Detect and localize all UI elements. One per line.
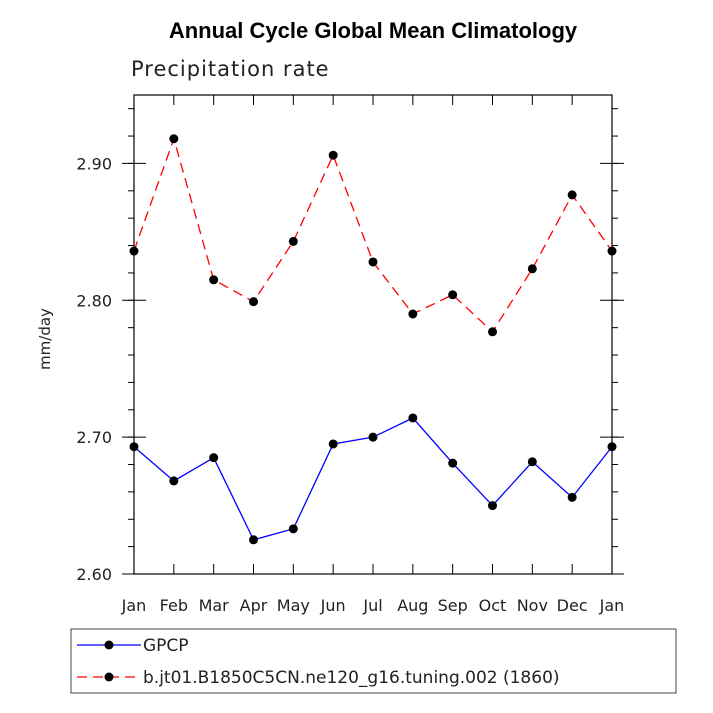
legend-swatch-marker bbox=[104, 672, 114, 682]
x-tick-label: Aug bbox=[397, 596, 428, 615]
data-point bbox=[328, 439, 338, 449]
data-point bbox=[408, 309, 418, 319]
data-point bbox=[288, 236, 298, 246]
plot-area: Jan Feb Mar Apr May Jun Jul Aug Sep Oct Nov Dec Jan 2… bbox=[76, 94, 625, 615]
y-tick-label: 2.70 bbox=[76, 428, 112, 447]
data-point bbox=[368, 432, 378, 442]
data-point bbox=[129, 246, 139, 256]
y-axis-label: mm/day bbox=[36, 308, 54, 370]
x-tick-label: Mar bbox=[199, 596, 230, 615]
plot-frame bbox=[133, 94, 613, 575]
x-tick-label: Dec bbox=[557, 596, 588, 615]
x-tick-label: Jan bbox=[121, 596, 147, 615]
data-point bbox=[368, 257, 378, 267]
y-tick-label: 2.90 bbox=[76, 154, 112, 173]
legend-label: GPCP bbox=[143, 636, 189, 656]
data-point bbox=[169, 134, 179, 144]
data-point bbox=[567, 190, 577, 200]
x-tick-label: May bbox=[277, 596, 310, 615]
data-point bbox=[249, 297, 258, 307]
data-point bbox=[527, 264, 537, 274]
data-point bbox=[408, 413, 418, 423]
data-point bbox=[448, 458, 458, 468]
x-tick-label: Sep bbox=[438, 596, 468, 615]
x-tick-label: Jul bbox=[362, 596, 382, 615]
data-point bbox=[209, 453, 219, 463]
data-point bbox=[567, 492, 577, 502]
data-point bbox=[249, 535, 258, 545]
chart-subtitle: Precipitation rate bbox=[131, 57, 330, 81]
series-line-2 bbox=[133, 136, 613, 333]
data-point bbox=[129, 442, 139, 452]
data-point bbox=[288, 524, 298, 534]
x-tick-label: Oct bbox=[479, 596, 507, 615]
data-point bbox=[527, 457, 537, 467]
x-tick-label: Feb bbox=[160, 596, 188, 615]
legend: GPCP b.jt01.B1850C5CN.ne120_g16.tuning.00… bbox=[70, 628, 677, 694]
data-point bbox=[607, 246, 617, 256]
data-point bbox=[488, 327, 497, 337]
x-tick-label: Jun bbox=[320, 596, 346, 615]
data-point bbox=[488, 501, 497, 511]
legend-swatch-marker bbox=[104, 640, 114, 650]
legend-box bbox=[70, 628, 677, 694]
y-tick-label: 2.60 bbox=[76, 565, 112, 584]
data-point bbox=[209, 275, 219, 285]
x-tick-label: Nov bbox=[517, 596, 548, 615]
chart-title: Annual Cycle Global Mean Climatology bbox=[169, 18, 578, 43]
y-tick-label: 2.80 bbox=[76, 291, 112, 310]
data-point bbox=[328, 150, 338, 160]
data-point bbox=[169, 476, 179, 486]
data-point bbox=[448, 290, 458, 300]
legend-label: b.jt01.B1850C5CN.ne120_g16.tuning.002 (1… bbox=[143, 668, 560, 688]
x-tick-label: Apr bbox=[240, 596, 268, 615]
x-tick-label: Jan bbox=[599, 596, 625, 615]
data-point bbox=[607, 442, 617, 452]
